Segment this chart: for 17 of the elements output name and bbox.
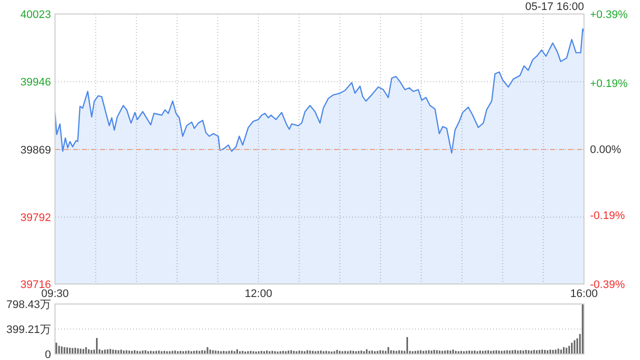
y-tick-label: 39946 — [20, 76, 51, 89]
y-tick-label: 40023 — [20, 9, 51, 21]
y-tick-label: 39716 — [20, 279, 51, 291]
y2-tick-label: +0.39% — [590, 9, 628, 21]
y-tick-label: 798.43万 — [6, 299, 51, 311]
y-tick-label: 0 — [44, 349, 51, 360]
y2-tick-label: -0.19% — [590, 210, 626, 222]
x-tick-label: 16:00 — [570, 288, 598, 300]
x-tick-label: 12:00 — [244, 288, 272, 300]
y-tick-label: 399.21万 — [6, 324, 51, 336]
y2-tick-label: +0.19% — [590, 78, 628, 90]
y-tick-label: 39792 — [20, 212, 51, 224]
x-tick-label: 09:30 — [41, 288, 69, 300]
y2-tick-label: 0.00% — [590, 144, 622, 156]
y-tick-label: 39869 — [20, 144, 51, 156]
chart-subtitle: 05-17 16:00 — [525, 1, 584, 13]
y2-tick-label: -0.39% — [590, 279, 626, 291]
